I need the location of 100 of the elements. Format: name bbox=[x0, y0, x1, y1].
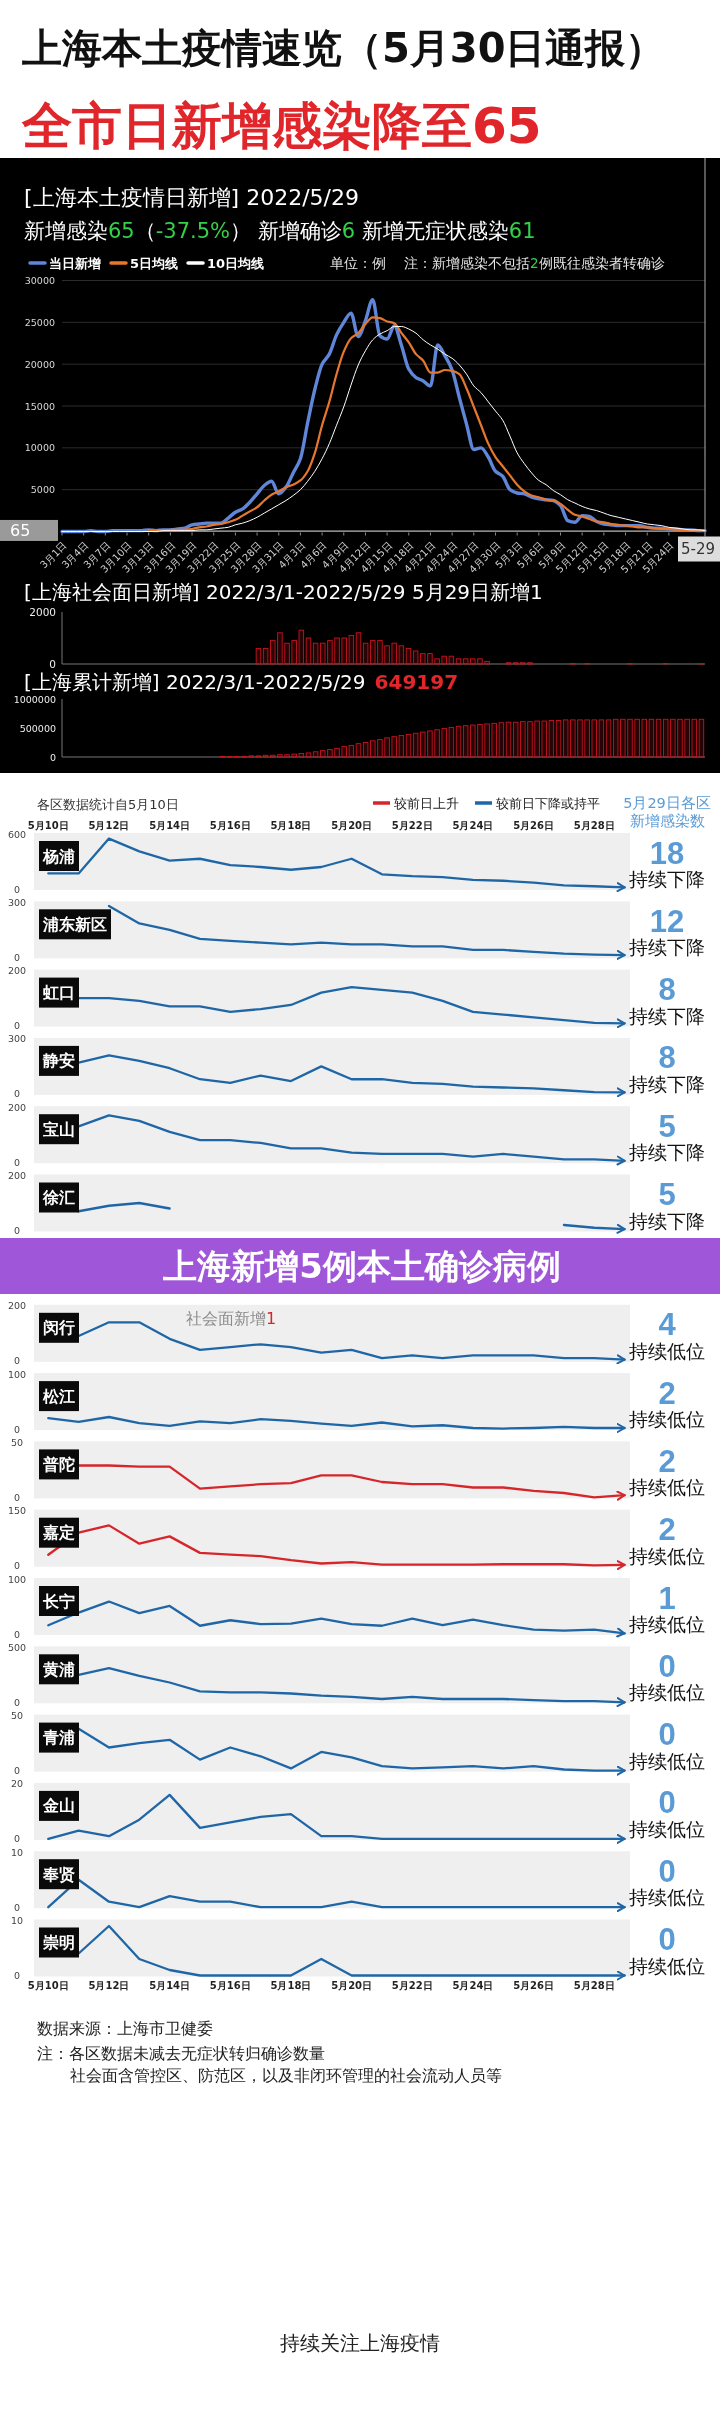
y-tick-label: 100 bbox=[7, 1573, 27, 1585]
chart-title: [上海社会面日新增] 2022/3/1-2022/5/29 5月29日新增1 bbox=[24, 580, 543, 604]
bar bbox=[477, 724, 483, 758]
y-tick-label: 200 bbox=[7, 1170, 27, 1181]
bar bbox=[370, 740, 376, 758]
y-tick-label: 150 bbox=[7, 1505, 27, 1517]
y-tick-label: 0 bbox=[13, 1628, 21, 1640]
bar bbox=[405, 647, 412, 665]
bar bbox=[570, 719, 576, 758]
text: 虹口 bbox=[42, 983, 75, 1003]
x-tick-label: 5月20日 bbox=[331, 819, 373, 831]
text: 12 bbox=[649, 903, 685, 939]
y-tick-label: 10 bbox=[10, 1846, 24, 1858]
bar bbox=[498, 722, 505, 758]
text: 青浦 bbox=[42, 1728, 75, 1748]
bar bbox=[420, 731, 426, 758]
text: 注：各区数据未减去无症状转归确诊数量 bbox=[37, 2043, 325, 2063]
y-tick-label: 2000 bbox=[29, 606, 56, 618]
y-tick-label: 20000 bbox=[24, 358, 55, 370]
bar bbox=[270, 640, 276, 665]
bar bbox=[334, 637, 340, 665]
bar bbox=[420, 653, 426, 665]
y-tick-label: 50 bbox=[10, 1436, 24, 1448]
annotation: 持续下降 bbox=[629, 936, 705, 959]
text: 5月29日各区新增感染数 bbox=[623, 795, 711, 829]
text: 浦东新区 bbox=[42, 914, 107, 934]
text: 5 bbox=[658, 1108, 676, 1144]
x-tick-label: 5月24日 bbox=[452, 1980, 494, 1991]
annotation: 社会面新增1 bbox=[186, 1308, 277, 1328]
text: 上海本土疫情速览（5月30日通报） bbox=[22, 25, 666, 71]
x-tick-label: 5月28日 bbox=[573, 1980, 615, 1991]
bar bbox=[698, 718, 705, 758]
text: 649197 bbox=[374, 670, 459, 694]
x-tick-label: 5月18日 bbox=[270, 1980, 312, 1991]
bar bbox=[355, 632, 362, 665]
x-tick-label: 5月26日 bbox=[513, 819, 555, 831]
bar bbox=[370, 640, 376, 665]
text: 闵行 bbox=[43, 1318, 75, 1338]
text: 静安 bbox=[42, 1051, 75, 1071]
bar bbox=[562, 719, 569, 758]
x-tick-label: 5月22日 bbox=[391, 1980, 433, 1991]
y-tick-label: 0 bbox=[13, 1225, 21, 1236]
annotation: 持续低位 bbox=[629, 1408, 705, 1431]
source-note: 数据来源：上海市卫健委 bbox=[37, 2018, 213, 2038]
y-tick-label: 0 bbox=[13, 883, 21, 895]
bar bbox=[684, 718, 690, 758]
y-tick-label: 0 bbox=[49, 751, 56, 763]
y-tick-label: 0 bbox=[13, 1970, 21, 1981]
text: 社会面含管控区、防范区，以及非闭环管理的社会流动人员等 bbox=[70, 2065, 502, 2085]
chart-title: [上海本土疫情日新增] 2022/5/29 bbox=[24, 184, 359, 210]
bar bbox=[434, 729, 440, 758]
text: 5 bbox=[658, 1177, 676, 1212]
y-tick-label: 0 bbox=[13, 1560, 21, 1572]
y-tick-label: 10 bbox=[10, 1915, 24, 1926]
bar bbox=[441, 728, 447, 758]
x-tick-label: 5月16日 bbox=[209, 1980, 251, 1991]
text: 徐汇 bbox=[42, 1188, 75, 1207]
y-tick-label: 200 bbox=[7, 1300, 27, 1312]
legend-label: 5日均线 bbox=[130, 255, 179, 271]
y-tick-label: 0 bbox=[13, 1833, 21, 1845]
legend-label: 当日新增 bbox=[49, 255, 101, 271]
y-tick-label: 0 bbox=[13, 1088, 21, 1100]
y-tick-label: 1000000 bbox=[13, 693, 56, 705]
text: 0 bbox=[658, 1853, 676, 1889]
y-tick-label: 0 bbox=[13, 1020, 21, 1032]
bar bbox=[491, 722, 497, 758]
bar bbox=[548, 720, 555, 758]
bar bbox=[312, 751, 319, 758]
bar bbox=[670, 718, 676, 758]
x-tick-label: 5月14日 bbox=[149, 1980, 191, 1991]
bar bbox=[412, 732, 419, 758]
bar bbox=[634, 718, 640, 758]
bar bbox=[391, 642, 397, 665]
text: 1 bbox=[658, 1580, 676, 1616]
bar bbox=[405, 733, 412, 758]
bar bbox=[577, 719, 583, 758]
x-tick-label: 5月12日 bbox=[88, 1980, 130, 1991]
legend-label: 较前日下降或持平 bbox=[496, 795, 600, 811]
bar bbox=[305, 752, 312, 758]
bar bbox=[534, 720, 540, 758]
x-tick-label: 5月10日 bbox=[27, 819, 69, 831]
annotation: 持续低位 bbox=[629, 1476, 705, 1499]
bar bbox=[362, 642, 369, 665]
bar bbox=[377, 640, 383, 665]
bar bbox=[291, 753, 297, 758]
text: 松江 bbox=[42, 1386, 75, 1406]
annotation: 持续下降 bbox=[629, 868, 705, 890]
y-tick-label: 20 bbox=[10, 1778, 24, 1790]
x-tick-label: 5月26日 bbox=[513, 1980, 555, 1991]
bar bbox=[612, 718, 619, 758]
bar bbox=[412, 650, 419, 665]
annotation: 持续下降 bbox=[629, 1141, 705, 1164]
bar bbox=[284, 754, 290, 758]
y-tick-label: 30000 bbox=[24, 275, 55, 286]
bar bbox=[662, 718, 669, 758]
y-tick-label: 0 bbox=[49, 658, 56, 670]
x-tick-label: 5月12日 bbox=[88, 819, 130, 831]
text: 0 bbox=[658, 1648, 676, 1684]
bar bbox=[305, 637, 312, 665]
bar bbox=[384, 737, 390, 758]
